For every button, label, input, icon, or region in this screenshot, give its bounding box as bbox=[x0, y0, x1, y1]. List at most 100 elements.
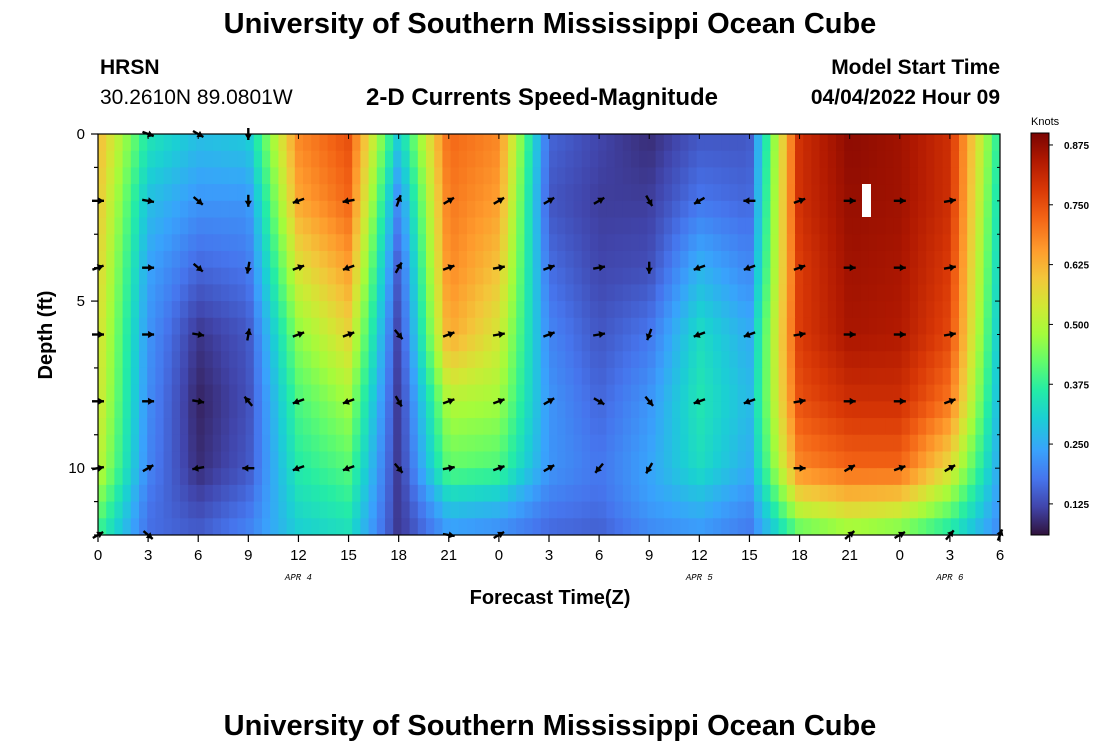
heatmap-cell bbox=[959, 284, 968, 302]
heatmap-cell bbox=[983, 384, 993, 402]
heatmap-cell bbox=[975, 250, 985, 269]
heatmap-cell bbox=[877, 518, 886, 535]
heatmap-cell bbox=[983, 250, 993, 269]
heatmap-cell bbox=[565, 250, 575, 269]
heatmap-cell bbox=[106, 134, 115, 152]
heatmap-cell bbox=[926, 217, 935, 235]
heatmap-cell bbox=[180, 301, 189, 319]
heatmap-cell bbox=[147, 200, 156, 219]
heatmap-cell bbox=[975, 418, 985, 436]
heatmap-cell bbox=[557, 334, 566, 352]
heatmap-cell bbox=[270, 351, 279, 369]
heatmap-cell bbox=[204, 518, 214, 535]
heatmap-cell bbox=[926, 150, 935, 169]
heatmap-cell bbox=[877, 284, 886, 302]
heatmap-cell bbox=[606, 150, 616, 169]
heatmap-cell bbox=[581, 367, 591, 386]
heatmap-cell bbox=[188, 484, 197, 503]
heatmap-cell bbox=[139, 468, 148, 486]
heatmap-cell bbox=[590, 301, 599, 319]
heatmap-cell bbox=[573, 284, 583, 302]
heatmap-cell bbox=[98, 468, 107, 486]
heatmap-cell bbox=[221, 518, 230, 535]
heatmap-cell bbox=[130, 468, 140, 486]
heatmap-cell bbox=[909, 468, 919, 486]
heatmap-cell bbox=[155, 317, 165, 336]
heatmap-cell bbox=[745, 484, 755, 503]
heatmap-cell bbox=[590, 150, 599, 169]
heatmap-cell bbox=[549, 501, 558, 519]
heatmap-cell bbox=[262, 434, 271, 453]
heatmap-cell bbox=[130, 267, 140, 285]
heatmap-cell bbox=[130, 217, 140, 235]
heatmap-cell bbox=[909, 301, 919, 319]
heatmap-cell bbox=[852, 250, 862, 269]
heatmap-cell bbox=[573, 401, 583, 419]
heatmap-cell bbox=[163, 351, 173, 369]
heatmap-cell bbox=[188, 418, 197, 436]
heatmap-cell bbox=[434, 301, 443, 319]
heatmap-cell bbox=[417, 484, 427, 503]
heatmap-cell bbox=[786, 451, 796, 469]
heatmap-cell bbox=[557, 518, 566, 535]
heatmap-cell bbox=[672, 401, 681, 419]
heatmap-cell bbox=[106, 451, 115, 469]
heatmap-cell bbox=[983, 418, 993, 436]
heatmap-cell bbox=[532, 484, 542, 503]
heatmap-cell bbox=[524, 200, 534, 219]
heatmap-cell bbox=[360, 234, 370, 252]
heatmap-cell bbox=[262, 367, 271, 386]
heatmap-cell bbox=[344, 434, 353, 453]
current-vector bbox=[442, 398, 455, 405]
heatmap-cell bbox=[909, 284, 919, 302]
heatmap-cell bbox=[811, 384, 821, 402]
heatmap-cell bbox=[852, 317, 862, 336]
heatmap-cell bbox=[606, 267, 616, 285]
heatmap-cell bbox=[565, 167, 575, 185]
heatmap-cell bbox=[270, 484, 279, 503]
heatmap-cell bbox=[417, 284, 427, 302]
heatmap-cell bbox=[934, 351, 944, 369]
heatmap-cell bbox=[762, 301, 771, 319]
heatmap-cell bbox=[229, 367, 238, 386]
heatmap-cell bbox=[401, 184, 411, 202]
vector-head bbox=[395, 195, 402, 203]
heatmap-cell bbox=[852, 434, 862, 453]
vector-head bbox=[799, 464, 806, 472]
heatmap-cell bbox=[237, 434, 247, 453]
heatmap-cell bbox=[491, 418, 501, 436]
heatmap-cell bbox=[229, 167, 238, 185]
heatmap-cell bbox=[376, 167, 386, 185]
heatmap-cell bbox=[950, 434, 960, 453]
heatmap-cell bbox=[327, 217, 337, 235]
heatmap-cell bbox=[417, 451, 427, 469]
heatmap-cell bbox=[655, 468, 665, 486]
heatmap-cell bbox=[98, 484, 107, 503]
heatmap-cell bbox=[983, 200, 993, 219]
heatmap-cell bbox=[286, 351, 296, 369]
heatmap-cell bbox=[335, 418, 345, 436]
heatmap-cell bbox=[934, 401, 944, 419]
heatmap-cell bbox=[827, 351, 837, 369]
heatmap-cell bbox=[926, 418, 935, 436]
heatmap-cell bbox=[868, 234, 878, 252]
heatmap-cell bbox=[754, 418, 763, 436]
heatmap-cell bbox=[959, 234, 968, 252]
heatmap-cell bbox=[139, 134, 148, 152]
heatmap-cell bbox=[450, 150, 460, 169]
heatmap-cell bbox=[868, 250, 878, 269]
heatmap-cell bbox=[245, 267, 255, 285]
heatmap-cell bbox=[409, 451, 419, 469]
heatmap-cell bbox=[647, 384, 657, 402]
heatmap-cell bbox=[450, 451, 460, 469]
heatmap-cell bbox=[811, 200, 821, 219]
heatmap-cell bbox=[827, 501, 837, 519]
heatmap-cell bbox=[475, 468, 484, 486]
heatmap-cell bbox=[721, 418, 730, 436]
heatmap-cell bbox=[557, 468, 566, 486]
heatmap-cell bbox=[286, 401, 296, 419]
heatmap-cell bbox=[893, 384, 903, 402]
heatmap-cell bbox=[942, 434, 952, 453]
heatmap-cell bbox=[827, 200, 837, 219]
heatmap-cell bbox=[180, 250, 189, 269]
